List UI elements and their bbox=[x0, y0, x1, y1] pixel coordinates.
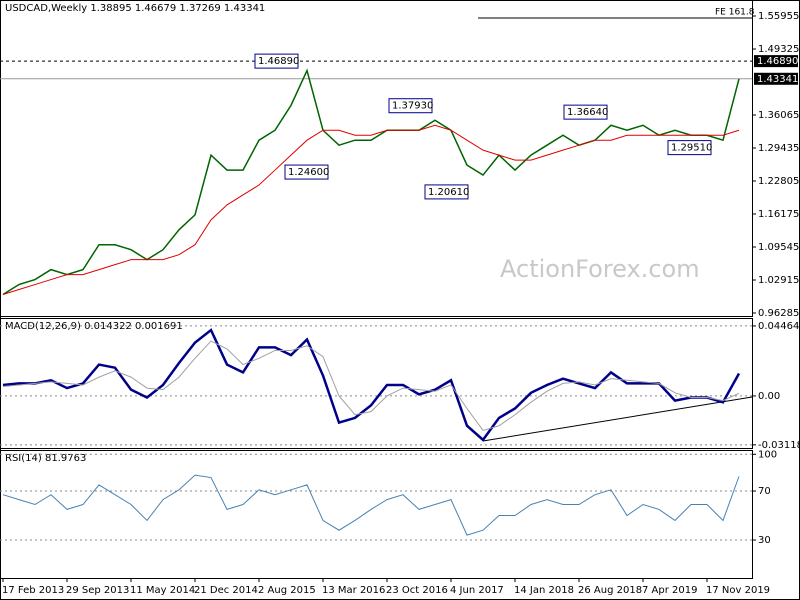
series-line bbox=[2, 328, 741, 442]
series-line bbox=[2, 68, 740, 296]
rsi-title: RSI(14) 81.9763 bbox=[5, 453, 86, 464]
x-tick-label: 26 Aug 2018 bbox=[578, 585, 642, 596]
annotation-box bbox=[667, 140, 712, 156]
y-tick-label: 1.55955 bbox=[758, 11, 799, 22]
x-tick-label: 11 May 2014 bbox=[130, 585, 195, 596]
trend-line bbox=[482, 396, 753, 442]
price-marker-box bbox=[754, 72, 798, 85]
y-tick-label: 0.044642 bbox=[758, 321, 800, 332]
x-tick-label: 2 Aug 2015 bbox=[258, 585, 316, 596]
y-tick-label: -0.031183 bbox=[758, 440, 800, 451]
price-marker-label: 1.46890 bbox=[757, 56, 798, 67]
macd-title: MACD(12,26,9) 0.014322 0.001691 bbox=[5, 321, 183, 332]
annotation-label: 1.37930 bbox=[392, 101, 433, 112]
price-title: USDCAD,Weekly 1.38895 1.46679 1.37269 1.… bbox=[5, 3, 265, 14]
y-tick-label: 70 bbox=[758, 486, 771, 497]
series-line bbox=[2, 340, 740, 432]
price-marker-label: 1.43341 bbox=[757, 74, 798, 85]
y-tick-label: 1.09545 bbox=[758, 242, 799, 253]
annotation-label: 1.24600 bbox=[288, 167, 329, 178]
annotation-box bbox=[388, 98, 433, 114]
y-tick-label: 0.96285 bbox=[758, 308, 799, 319]
macd-pane bbox=[0, 318, 753, 449]
y-tick-label: 1.22805 bbox=[758, 176, 799, 187]
y-tick-label: 1.49325 bbox=[758, 44, 799, 55]
y-tick-label: 30 bbox=[758, 535, 771, 546]
annotation-box bbox=[424, 184, 469, 200]
x-tick-label: 21 Dec 2014 bbox=[194, 585, 258, 596]
rsi-pane bbox=[0, 450, 753, 579]
fe-label: FE 161.8 bbox=[715, 8, 755, 18]
annotation-box bbox=[284, 164, 329, 180]
y-tick-label: 100 bbox=[758, 449, 777, 460]
x-tick-label: 29 Sep 2013 bbox=[66, 585, 129, 596]
x-tick-label: 7 Apr 2019 bbox=[642, 585, 697, 596]
y-tick-label: 1.29435 bbox=[758, 143, 799, 154]
annotation-box bbox=[563, 104, 608, 120]
series-line bbox=[2, 124, 740, 295]
y-tick-label: 1.02915 bbox=[758, 275, 799, 286]
watermark: ActionForex.com bbox=[500, 255, 700, 283]
series-line bbox=[2, 474, 740, 536]
y-tick-label: 0.00 bbox=[758, 391, 780, 402]
x-tick-label: 14 Jan 2018 bbox=[514, 585, 574, 596]
price-pane bbox=[0, 0, 753, 317]
annotation-label: 1.36640 bbox=[567, 107, 608, 118]
x-tick-label: 17 Nov 2019 bbox=[706, 585, 770, 596]
x-tick-label: 23 Oct 2016 bbox=[386, 585, 448, 596]
price-marker-box bbox=[754, 55, 798, 68]
annotation-box bbox=[254, 53, 299, 69]
x-tick-label: 13 Mar 2016 bbox=[322, 585, 385, 596]
y-tick-label: 1.16175 bbox=[758, 209, 799, 220]
annotation-label: 1.46890 bbox=[258, 56, 299, 67]
x-tick-label: 17 Feb 2013 bbox=[2, 585, 64, 596]
annotation-label: 1.29510 bbox=[671, 143, 712, 154]
annotation-label: 1.20610 bbox=[428, 187, 469, 198]
y-tick-label: 1.36065 bbox=[758, 110, 799, 121]
x-tick-label: 4 Jun 2017 bbox=[450, 585, 504, 596]
